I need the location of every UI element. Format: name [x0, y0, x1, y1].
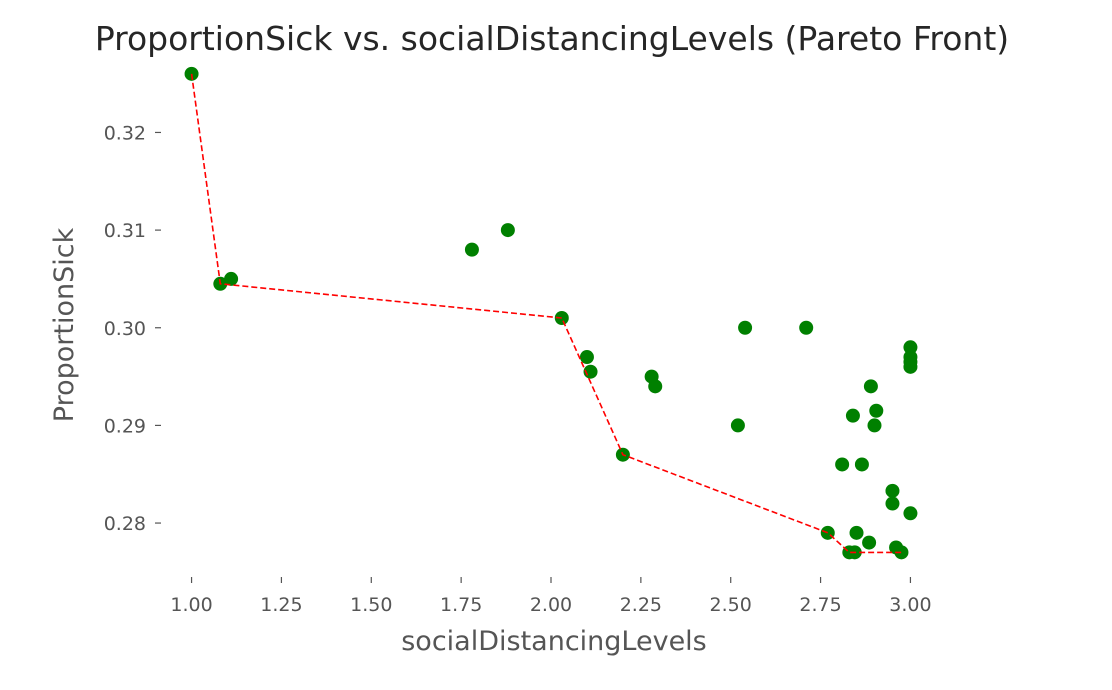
- data-point: [894, 545, 909, 560]
- data-point: [579, 350, 594, 365]
- data-point: [862, 535, 877, 550]
- x-tick-label: 2.25: [620, 594, 662, 616]
- data-point: [885, 496, 900, 511]
- x-tick-label: 2.50: [710, 594, 752, 616]
- data-point: [464, 242, 479, 257]
- data-point: [799, 320, 814, 335]
- pareto-front-line: [190, 73, 902, 554]
- data-point: [835, 457, 850, 472]
- x-tick-label: 2.75: [799, 594, 841, 616]
- y-axis-label: ProportionSick: [49, 227, 80, 422]
- data-point: [885, 483, 900, 498]
- chart-title: ProportionSick vs. socialDistancingLevel…: [95, 19, 1009, 58]
- data-point: [648, 379, 663, 394]
- y-axis: 0.28 0.29 0.30 0.31 0.32: [104, 122, 161, 535]
- data-point: [224, 271, 239, 286]
- data-point: [903, 506, 918, 521]
- data-point: [849, 525, 864, 540]
- x-tick-label: 1.50: [350, 594, 392, 616]
- data-point: [730, 418, 745, 433]
- x-tick-label: 2.00: [530, 594, 572, 616]
- x-tick-label: 1.00: [170, 594, 212, 616]
- plot-area: [184, 66, 918, 560]
- data-point: [854, 457, 869, 472]
- y-tick-label: 0.29: [104, 415, 146, 437]
- x-tick-label: 1.25: [260, 594, 302, 616]
- data-point: [845, 408, 860, 423]
- data-point: [738, 320, 753, 335]
- y-tick-label: 0.30: [104, 318, 146, 340]
- data-point: [867, 418, 882, 433]
- x-axis-label: socialDistancingLevels: [401, 626, 707, 657]
- data-point: [903, 340, 918, 355]
- data-point: [184, 66, 199, 81]
- data-point: [863, 379, 878, 394]
- data-point: [903, 350, 918, 365]
- data-point: [869, 403, 884, 418]
- x-tick-label: 1.75: [440, 594, 482, 616]
- x-tick-label: 3.00: [889, 594, 931, 616]
- y-tick-label: 0.31: [104, 220, 146, 242]
- y-tick-label: 0.28: [104, 513, 146, 535]
- x-axis: 1.00 1.25 1.50 1.75 2.00 2.25 2.50 2.75 3.00: [170, 577, 932, 616]
- y-tick-label: 0.32: [104, 122, 146, 144]
- data-point: [554, 310, 569, 325]
- data-point: [500, 223, 515, 238]
